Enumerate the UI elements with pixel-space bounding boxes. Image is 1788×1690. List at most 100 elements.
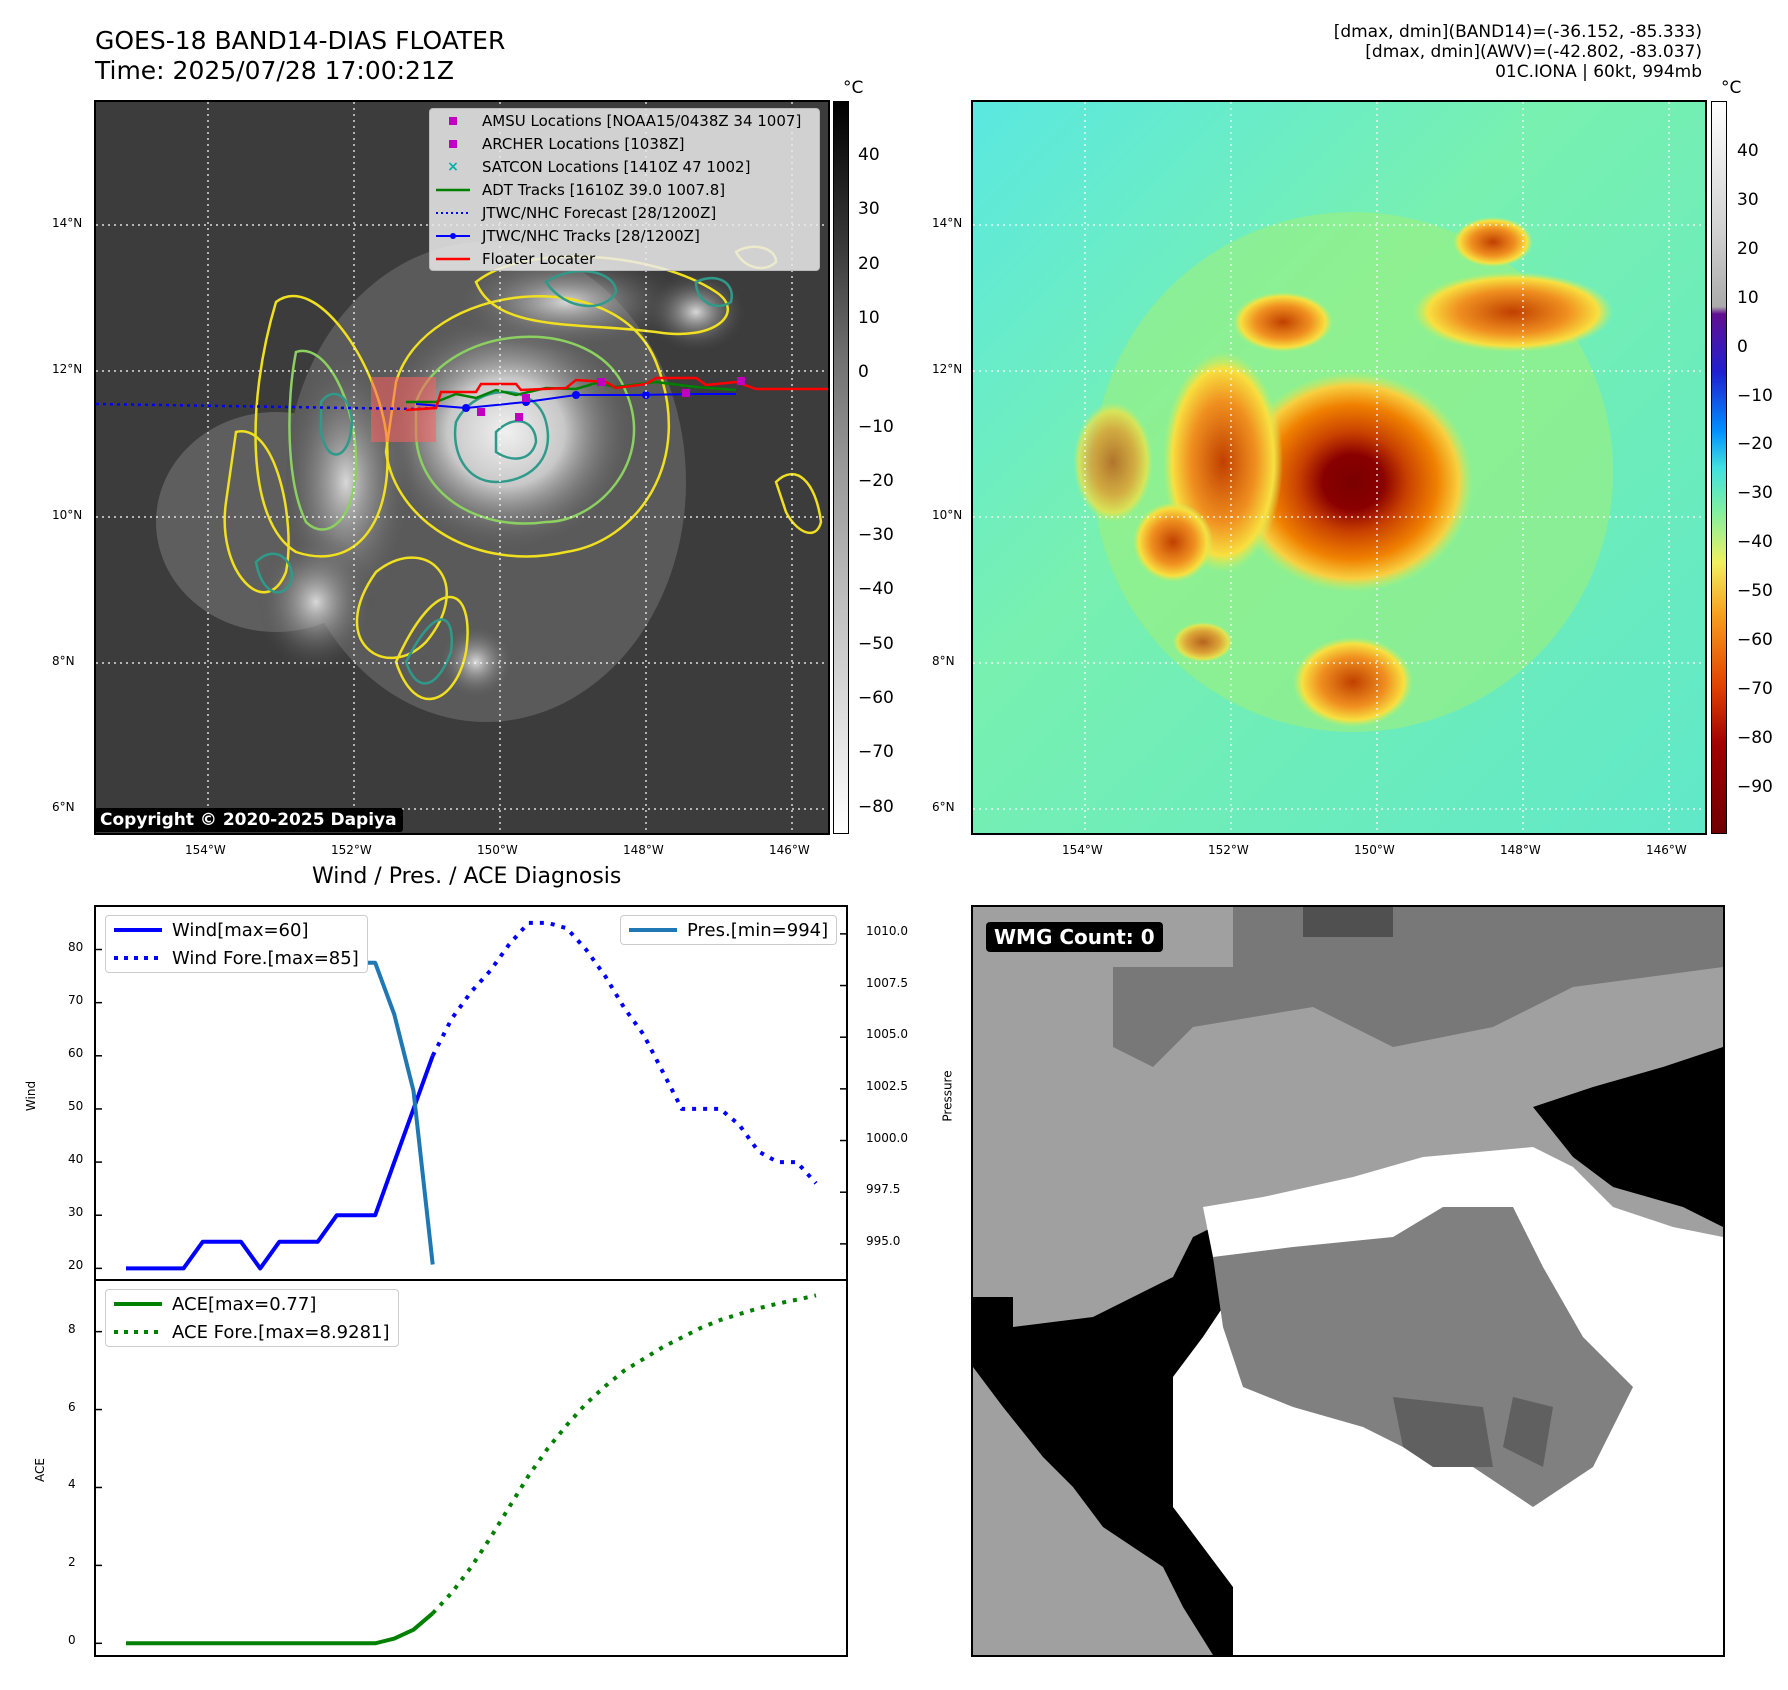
lat-label: 8°N: [52, 654, 75, 668]
ace-axis-label: ACE: [32, 1458, 47, 1482]
y-right-tick-label: 1002.5: [866, 1078, 908, 1093]
legend-swatch: [436, 139, 470, 148]
pressure-legend: Pres.[min=994]: [620, 915, 838, 945]
legend-label: AMSU Locations [NOAA15/0438Z 34 1007]: [482, 111, 802, 130]
y-tick-label: 6: [68, 1399, 76, 1414]
lat-label: 14°N: [932, 216, 963, 230]
colorbar-tick-label: −40: [858, 579, 894, 600]
lat-label: 8°N: [932, 654, 955, 668]
colorbar-tick-label: −10: [1737, 385, 1773, 406]
y-tick-label: 0: [68, 1633, 76, 1648]
color-colorbar-unit: °C: [1721, 78, 1742, 98]
lon-label: 146°W: [769, 843, 810, 857]
legend-label: ACE[max=0.77]: [172, 1293, 317, 1315]
legend-label: ACE Fore.[max=8.9281]: [172, 1321, 390, 1343]
lon-label: 154°W: [1062, 843, 1103, 857]
colorbar-tick-label: −20: [1737, 434, 1773, 455]
y-tick-label: 50: [68, 1098, 84, 1113]
lat-label: 10°N: [52, 508, 83, 522]
lat-label: 14°N: [52, 216, 83, 230]
wind-axis-label: Wind: [24, 1080, 39, 1112]
wmg-image: [973, 907, 1723, 1655]
legend-swatch: [114, 956, 162, 960]
legend-label: JTWC/NHC Forecast [28/1200Z]: [482, 203, 717, 222]
legend-swatch: [436, 256, 470, 262]
stats-line-1: [dmax, dmin](BAND14)=(-36.152, -85.333): [1333, 22, 1702, 42]
y-tick-label: 80: [68, 939, 84, 954]
colorbar-tick-label: −20: [858, 470, 894, 491]
ace-plot: [96, 1293, 817, 1646]
gray-colorbar: [833, 101, 849, 834]
colorbar-tick-label: −30: [858, 525, 894, 546]
y-tick-label: 60: [68, 1045, 84, 1060]
legend-item: JTWC/NHC Tracks [28/1200Z]: [430, 224, 819, 247]
ir-color-panel: [971, 100, 1707, 835]
legend-label: ARCHER Locations [1038Z]: [482, 134, 685, 153]
colorbar-tick-label: 0: [1737, 336, 1748, 357]
legend-label: ADT Tracks [1610Z 39.0 1007.8]: [482, 180, 726, 199]
colorbar-tick-label: −30: [1737, 483, 1773, 504]
colorbar-tick-label: −70: [1737, 678, 1773, 699]
legend-item: ARCHER Locations [1038Z]: [430, 132, 819, 155]
colorbar-tick-label: −80: [858, 796, 894, 817]
legend-swatch: [114, 1330, 162, 1334]
legend-swatch: [436, 116, 470, 125]
legend-item: JTWC/NHC Forecast [28/1200Z]: [430, 201, 819, 224]
legend-item: ADT Tracks [1610Z 39.0 1007.8]: [430, 178, 819, 201]
ace-chart: ACE[max=0.77] ACE Fore.[max=8.9281]: [94, 1279, 848, 1657]
colorbar-tick-label: 40: [858, 145, 880, 165]
series-line: [431, 1293, 817, 1615]
stats-line-2: [dmax, dmin](AWV)=(-42.802, -83.037): [1365, 42, 1702, 62]
legend-swatch: [436, 232, 470, 240]
lat-label: 12°N: [932, 362, 963, 376]
y-tick-label: 2: [68, 1555, 76, 1570]
title-line-2: Time: 2025/07/28 17:00:21Z: [95, 56, 454, 85]
y-right-tick-label: 997.5: [866, 1182, 901, 1197]
legend-label: Wind Fore.[max=85]: [172, 947, 359, 969]
colorbar-tick-label: −90: [1737, 776, 1773, 797]
y-right-tick-label: 995.0: [866, 1233, 901, 1248]
header-stats: [dmax, dmin](BAND14)=(-36.152, -85.333) …: [1334, 22, 1702, 82]
lon-label: 146°W: [1646, 843, 1687, 857]
title-line-1: GOES-18 BAND14-DIAS FLOATER: [95, 26, 506, 55]
legend-swatch: ×: [447, 158, 459, 175]
y-tick-label: 20: [68, 1258, 84, 1273]
colorbar-tick-label: −60: [858, 688, 894, 708]
legend-item: Floater Locater: [430, 247, 819, 270]
legend-swatch: [436, 210, 470, 216]
y-right-tick-label: 1005.0: [866, 1027, 908, 1042]
ace-legend: ACE[max=0.77] ACE Fore.[max=8.9281]: [105, 1289, 399, 1347]
wind-legend: Wind[max=60] Wind Fore.[max=85]: [105, 915, 368, 973]
y-tick-label: 40: [68, 1152, 84, 1167]
lon-label: 152°W: [331, 843, 372, 857]
colorbar-tick-label: −60: [1737, 630, 1773, 650]
colorbar-tick-label: −70: [858, 742, 894, 763]
y-tick-label: 30: [68, 1205, 84, 1220]
legend-item: ACE[max=0.77]: [106, 1290, 398, 1318]
legend-label: JTWC/NHC Tracks [28/1200Z]: [482, 226, 700, 245]
colorbar-tick-label: −50: [1737, 581, 1773, 602]
y-tick-label: 8: [68, 1321, 76, 1336]
legend-item: Wind Fore.[max=85]: [106, 944, 367, 972]
legend-item: × SATCON Locations [1410Z 47 1002]: [430, 155, 819, 178]
legend-item: AMSU Locations [NOAA15/0438Z 34 1007]: [430, 109, 819, 132]
colorbar-tick-label: 10: [858, 307, 880, 328]
colorbar-tick-label: 20: [858, 253, 880, 274]
series-line: [430, 920, 818, 1185]
color-colorbar: [1711, 101, 1727, 834]
colorbar-tick-label: 40: [1737, 141, 1759, 161]
lon-label: 150°W: [477, 843, 518, 857]
lat-label: 6°N: [52, 800, 75, 814]
legend-item: ACE Fore.[max=8.9281]: [106, 1318, 398, 1346]
colorbar-tick-label: −50: [858, 633, 894, 654]
lat-label: 6°N: [932, 800, 955, 814]
pressure-axis-label: Pressure: [940, 1070, 955, 1122]
legend-item: Pres.[min=994]: [621, 916, 836, 944]
y-right-tick-label: 1007.5: [866, 975, 908, 990]
stats-line-3: 01C.IONA | 60kt, 994mb: [1495, 62, 1702, 82]
colorbar-tick-label: 10: [1737, 287, 1759, 308]
legend-item: Wind[max=60]: [106, 916, 367, 944]
legend-swatch: [629, 928, 677, 932]
diagnosis-title: Wind / Pres. / ACE Diagnosis: [312, 864, 622, 889]
colorbar-tick-label: −80: [1737, 727, 1773, 748]
